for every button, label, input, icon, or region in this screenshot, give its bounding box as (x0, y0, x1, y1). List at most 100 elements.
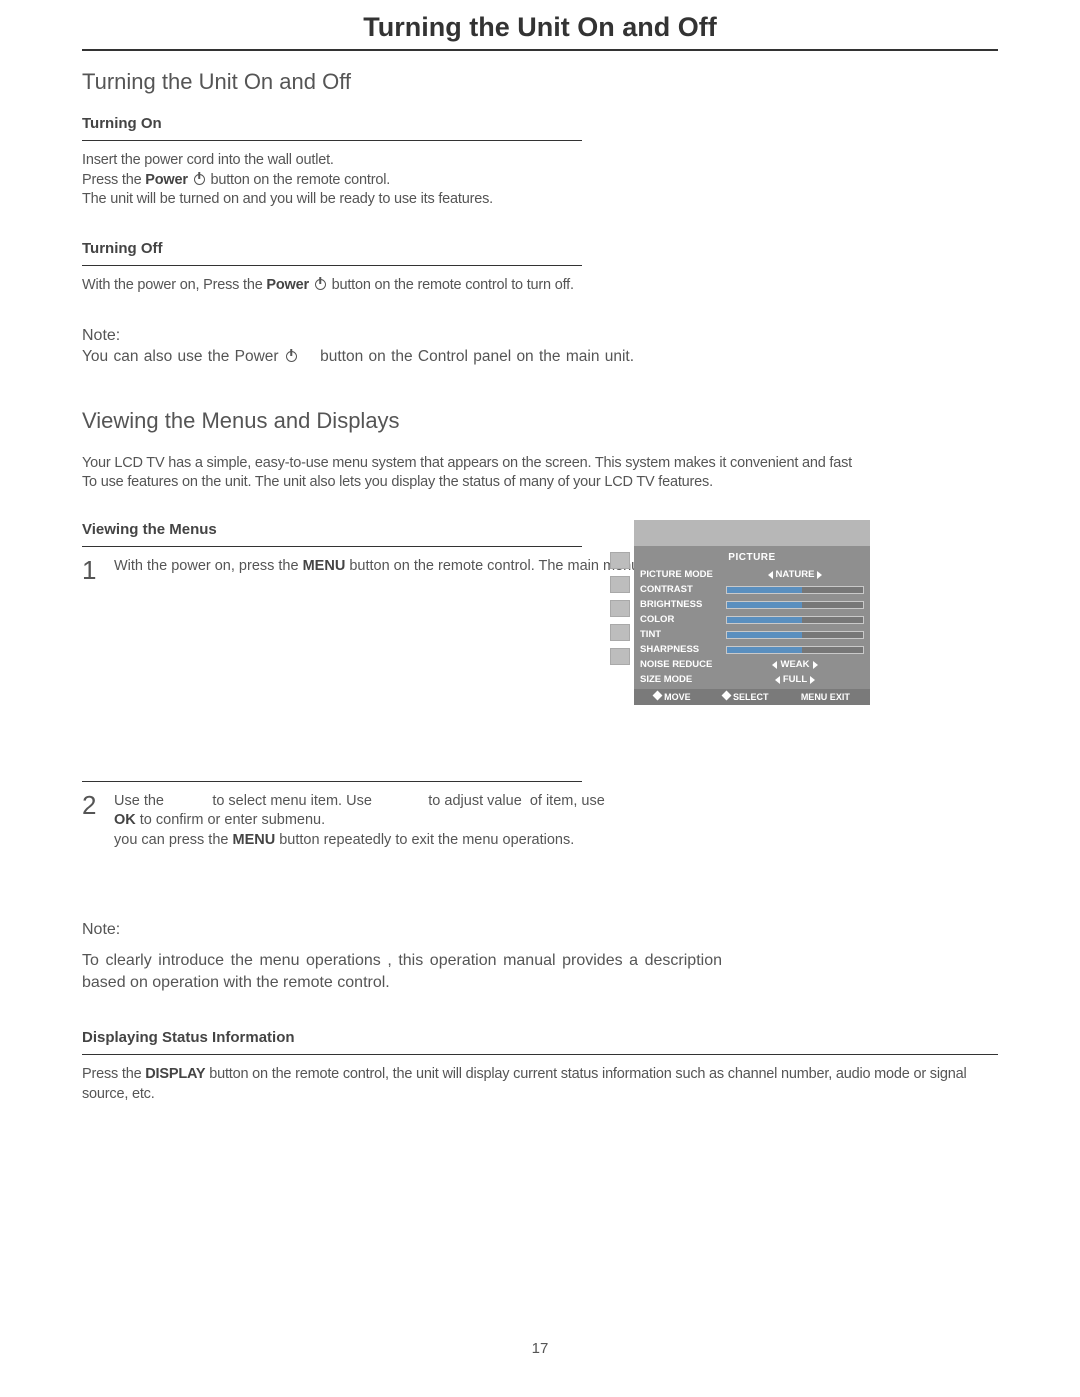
text: With the power on, press the (114, 558, 303, 574)
osd-footer-move: MOVE (654, 692, 691, 702)
osd-row-label: SIZE MODE (640, 674, 726, 685)
osd-choice-text: FULL (783, 674, 807, 685)
text: button on the remote control. (210, 172, 390, 188)
note-body: You can also use the Power button on the… (82, 347, 998, 368)
osd-slider-fill (727, 602, 802, 608)
osd-footer: MOVE SELECT MENU EXIT (634, 689, 870, 705)
osd-slider-fill (727, 647, 802, 653)
triangle-right-icon (817, 571, 822, 579)
osd-row: TINT (640, 627, 864, 642)
osd-row-value: WEAK (726, 659, 864, 670)
turning-on-body: Insert the power cord into the wall outl… (82, 151, 998, 210)
osd-row-value (726, 646, 864, 654)
step-2: 2 Use the to select menu item. Use to ad… (82, 792, 998, 851)
osd-choice-text: NATURE (776, 569, 815, 580)
divider (82, 1054, 998, 1055)
text: button on the remote control, the unit w… (82, 1066, 966, 1102)
osd-row-value (726, 586, 864, 594)
divider (82, 140, 582, 141)
osd-row-label: NOISE REDUCE (640, 659, 726, 670)
section1-title: Turning the Unit On and Off (82, 69, 998, 95)
osd-slider (726, 646, 864, 654)
osd-row-label: PICTURE MODE (640, 569, 726, 580)
status-body: Press the DISPLAY button on the remote c… (82, 1065, 998, 1104)
osd-slider (726, 616, 864, 624)
osd-slider (726, 586, 864, 594)
status-heading: Displaying Status Information (82, 1029, 998, 1046)
osd-body: PICTURE PICTURE MODE NATURE CONTRAST BRIGHT… (634, 546, 870, 689)
text: button repeatedly to exit the menu opera… (275, 832, 574, 848)
text: Your LCD TV has a simple, easy-to-use me… (82, 455, 852, 471)
osd-slider (726, 631, 864, 639)
osd-row-value: NATURE (726, 569, 864, 580)
osd-side-tab (610, 552, 630, 569)
osd-row-label: CONTRAST (640, 584, 726, 595)
osd-top-bar (634, 520, 870, 546)
osd-picture-menu: PICTURE PICTURE MODE NATURE CONTRAST BRIGHT… (634, 520, 870, 705)
triangle-left-icon (768, 571, 773, 579)
display-word: DISPLAY (145, 1066, 205, 1082)
osd-title: PICTURE (640, 550, 864, 567)
osd-row: CONTRAST (640, 582, 864, 597)
power-word: Power (235, 348, 279, 365)
power-icon (315, 279, 326, 290)
triangle-right-icon (813, 661, 818, 669)
osd-row-label: TINT (640, 629, 726, 640)
text: You can also use the (82, 348, 235, 365)
osd-row: SHARPNESS (640, 642, 864, 657)
osd-side-tab (610, 648, 630, 665)
osd-footer-select: SELECT (723, 692, 769, 702)
note-label: Note: (82, 325, 998, 347)
divider (82, 546, 582, 547)
note2-body: To clearly introduce the menu operations… (82, 950, 722, 993)
text: To use features on the unit. The unit al… (82, 474, 713, 490)
text: button on the Control panel on the main … (315, 348, 634, 365)
text: Insert the power cord into the wall outl… (82, 152, 334, 168)
osd-row-value (726, 601, 864, 609)
text: Press the (82, 172, 145, 188)
page-number: 17 (0, 1340, 1080, 1357)
text: Press the (82, 1066, 145, 1082)
note2-label: Note: (82, 919, 998, 941)
menu-word: MENU (233, 832, 276, 848)
step-number: 1 (82, 557, 100, 583)
step-body: Use the to select menu item. Use to adju… (114, 792, 604, 851)
osd-row-value (726, 631, 864, 639)
osd-row: COLOR (640, 612, 864, 627)
turning-off-body: With the power on, Press the Power butto… (82, 276, 998, 296)
osd-row: SIZE MODE FULL (640, 672, 864, 687)
osd-row: PICTURE MODE NATURE (640, 567, 864, 582)
power-icon (286, 351, 297, 362)
ok-word: OK (114, 812, 136, 828)
osd-slider-fill (727, 632, 802, 638)
section2-title: Viewing the Menus and Displays (82, 408, 998, 434)
menu-word: MENU (303, 558, 346, 574)
osd-slider-fill (727, 617, 802, 623)
turning-off-heading: Turning Off (82, 240, 998, 257)
triangle-left-icon (772, 661, 777, 669)
osd-slider-fill (727, 587, 802, 593)
text: The unit will be turned on and you will … (82, 191, 493, 207)
osd-row-value (726, 616, 864, 624)
osd-row-value: FULL (726, 674, 864, 685)
divider (82, 781, 582, 782)
osd-row-label: BRIGHTNESS (640, 599, 726, 610)
osd-choice-text: WEAK (780, 659, 809, 670)
divider (82, 265, 582, 266)
triangle-right-icon (810, 676, 815, 684)
osd-row: BRIGHTNESS (640, 597, 864, 612)
osd-slider (726, 601, 864, 609)
osd-row-label: SHARPNESS (640, 644, 726, 655)
section2-intro: Your LCD TV has a simple, easy-to-use me… (82, 454, 998, 493)
osd-side-tabs (610, 552, 630, 665)
text: to confirm or enter submenu. (136, 812, 325, 828)
power-word: Power (145, 172, 188, 188)
osd-row: NOISE REDUCE WEAK (640, 657, 864, 672)
osd-row-label: COLOR (640, 614, 726, 625)
osd-side-tab (610, 624, 630, 641)
turning-on-heading: Turning On (82, 115, 998, 132)
osd-side-tab (610, 600, 630, 617)
text: you can press the (114, 832, 233, 848)
text: Use the to select menu item. Use to adju… (114, 793, 609, 809)
page-title: Turning the Unit On and Off (82, 12, 998, 51)
